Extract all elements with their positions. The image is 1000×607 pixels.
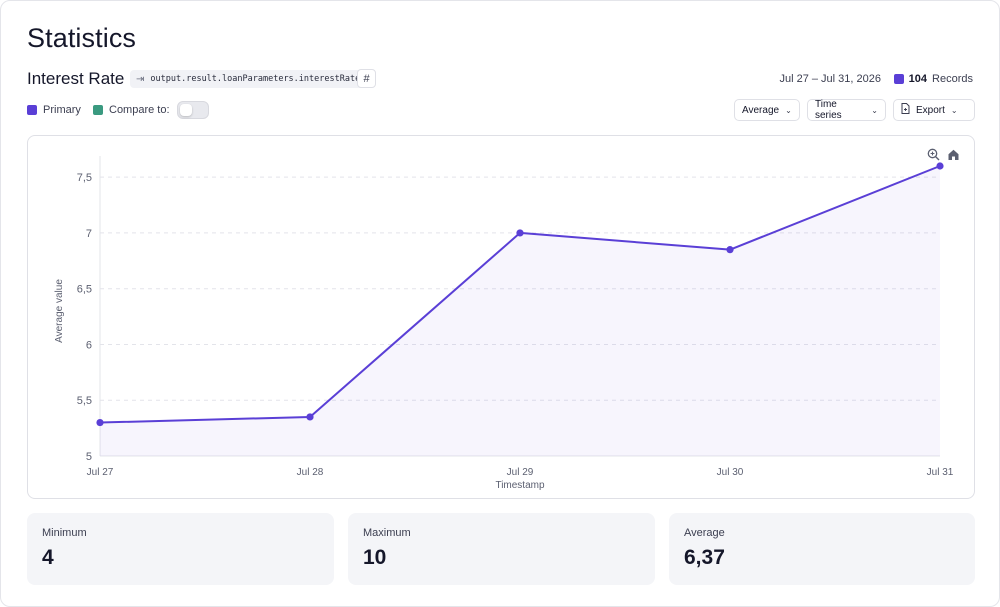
records-count: 104 Records [893, 68, 973, 90]
export-label: Export [916, 104, 945, 116]
y-tick-label: 6 [86, 339, 92, 351]
data-point [306, 413, 314, 421]
line-chart: 5 5,5 6 6,5 7 7,5 Jul 27 Jul 28 Jul 29 Jul 30 Jul … [54, 156, 954, 491]
y-axis-label: Average value [54, 279, 65, 343]
view-dropdown[interactable]: Time series ⌄ [807, 99, 886, 121]
data-point [516, 229, 524, 237]
stat-value: 10 [363, 546, 387, 569]
data-point [726, 246, 734, 254]
data-point [936, 162, 944, 170]
stat-card-maximum: Maximum 10 [348, 513, 655, 585]
stat-label: Maximum [363, 527, 411, 539]
y-tick-label: 5 [86, 451, 92, 463]
numeric-type-button[interactable]: # [357, 69, 376, 88]
field-path-chip[interactable]: ⇥ output.result.loanParameters.interestR… [130, 70, 368, 88]
chart-toolbar [926, 147, 960, 161]
home-icon[interactable] [946, 147, 960, 161]
aggregation-value: Average [742, 104, 780, 116]
metric-header: Interest Rate ⇥ output.result.loanParame… [27, 68, 973, 90]
chevron-down-icon: ⌄ [871, 105, 878, 115]
view-value: Time series [815, 99, 842, 121]
y-tick-label: 5,5 [77, 395, 92, 407]
stat-card-minimum: Minimum 4 [27, 513, 334, 585]
stat-label: Minimum [42, 527, 87, 539]
y-tick-label: 7,5 [77, 172, 92, 184]
stat-value: 6,37 [684, 546, 725, 569]
field-path-text: output.result.loanParameters.interestRat… [150, 74, 361, 84]
stat-card-average: Average 6,37 [669, 513, 975, 585]
y-tick-label: 6,5 [77, 284, 92, 296]
aggregation-dropdown[interactable]: Average ⌄ [734, 99, 800, 121]
legend-compare: Compare to: [93, 99, 209, 121]
x-tick-label: Jul 27 [87, 467, 114, 478]
export-dropdown[interactable]: Export ⌄ [893, 99, 975, 121]
x-tick-label: Jul 30 [717, 467, 744, 478]
compare-swatch [93, 105, 103, 115]
records-label: Records [932, 73, 973, 85]
chevron-down-icon: ⌄ [785, 105, 792, 115]
y-tick-label: 7 [86, 228, 92, 240]
x-tick-label: Jul 28 [297, 467, 324, 478]
x-tick-label: Jul 29 [507, 467, 534, 478]
x-axis-label: Timestamp [495, 480, 545, 491]
stat-value: 4 [42, 546, 54, 569]
chart-controls: Primary Compare to: Average ⌄ Time serie… [27, 99, 975, 123]
chart-card: 5 5,5 6 6,5 7 7,5 Jul 27 Jul 28 Jul 29 Jul 30 Jul … [27, 135, 975, 499]
x-tick-label: Jul 31 [927, 467, 954, 478]
metric-name: Interest Rate [27, 69, 125, 88]
document-icon [901, 103, 910, 117]
records-swatch [893, 74, 904, 84]
legend-primary[interactable]: Primary [27, 99, 81, 121]
series-area [100, 166, 940, 456]
zoom-in-icon[interactable] [926, 147, 940, 161]
records-number: 104 [908, 73, 928, 85]
compare-toggle[interactable] [176, 101, 209, 119]
date-range[interactable]: Jul 27 – Jul 31, 2026 [779, 73, 881, 85]
toggle-knob [179, 104, 192, 116]
page-title: Statistics [27, 23, 137, 53]
arrow-right-icon: ⇥ [136, 73, 145, 85]
primary-swatch [27, 105, 37, 115]
legend-compare-label: Compare to: [109, 104, 170, 116]
stat-label: Average [684, 527, 725, 539]
data-point [96, 418, 104, 427]
chevron-down-icon: ⌄ [950, 105, 958, 115]
legend-primary-label: Primary [43, 104, 81, 116]
